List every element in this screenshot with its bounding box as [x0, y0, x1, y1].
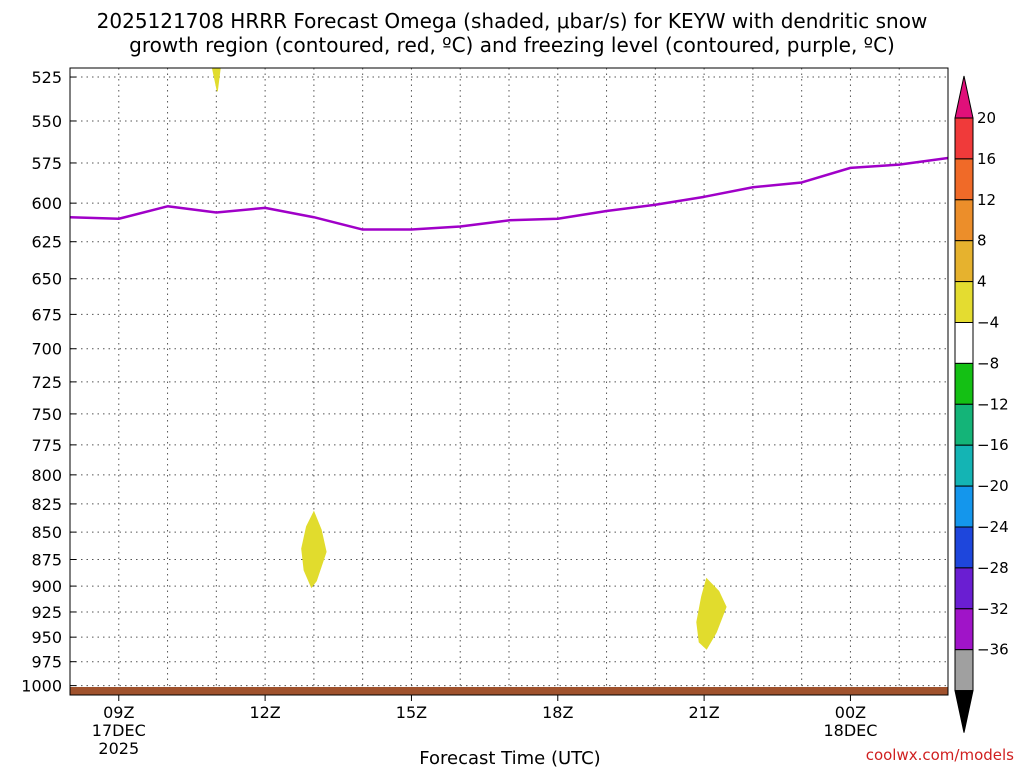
colorbar-label: −12: [977, 395, 1009, 413]
omega-region: [301, 510, 327, 589]
omega-region: [696, 577, 727, 650]
y-tick-label: 675: [31, 305, 62, 324]
y-tick-label: 925: [31, 603, 62, 622]
colorbar-segment: [954, 281, 974, 324]
x-tick-label: 21Z: [688, 703, 719, 722]
colorbar-label: −20: [977, 477, 1009, 495]
colorbar-segment: [954, 117, 974, 160]
x-tick-date: 18DEC: [823, 721, 877, 740]
x-tick-year: 2025: [98, 739, 139, 758]
y-tick-label: 775: [31, 436, 62, 455]
x-tick-date: 17DEC: [92, 721, 146, 740]
y-tick-label: 600: [31, 194, 62, 213]
x-tick-label: 09Z: [103, 703, 134, 722]
y-tick-label: 825: [31, 495, 62, 514]
y-tick-label: 700: [31, 340, 62, 359]
colorbar-segment: [954, 526, 974, 569]
colorbar-segment: [954, 240, 974, 283]
colorbar-bottom-arrow: [954, 690, 974, 733]
colorbar-segment: [954, 567, 974, 610]
y-tick-label: 550: [31, 112, 62, 131]
colorbar-segment: [954, 649, 974, 692]
y-tick-label: 625: [31, 233, 62, 252]
x-tick-label: 12Z: [249, 703, 280, 722]
x-tick-label: 00Z: [835, 703, 866, 722]
y-tick-label: 750: [31, 405, 62, 424]
y-tick-label: 850: [31, 523, 62, 542]
y-tick-label: 650: [31, 270, 62, 289]
terrain-strip: [70, 687, 948, 695]
colorbar-segment: [954, 158, 974, 201]
y-tick-label: 1000: [21, 677, 62, 696]
colorbar-label: −36: [977, 641, 1009, 659]
y-tick-label: 800: [31, 466, 62, 485]
colorbar-label: −24: [977, 518, 1009, 536]
x-tick-label: 15Z: [396, 703, 427, 722]
colorbar-label: 12: [977, 191, 996, 209]
plot-area: [69, 67, 949, 696]
y-tick-label: 975: [31, 653, 62, 672]
colorbar-label: −16: [977, 436, 1009, 454]
freezing-level-line: [69, 156, 949, 231]
chart-title-line1: 2025121708 HRRR Forecast Omega (shaded, …: [97, 9, 928, 33]
y-tick-label: 875: [31, 550, 62, 569]
colorbar-label: −28: [977, 559, 1009, 577]
colorbar-segment: [954, 362, 974, 405]
colorbar-label: 4: [977, 273, 987, 291]
colorbar-label: −4: [977, 314, 999, 332]
y-axis: 525 550 575 600 625 650 675 700 725 750 775 800 825 8…: [21, 68, 76, 696]
colorbar-segment: [954, 199, 974, 242]
x-axis-label: Forecast Time (UTC): [419, 748, 600, 768]
colorbar-segment: [954, 322, 974, 364]
colorbar-label: 20: [977, 109, 996, 127]
colorbar-top-arrow: [954, 75, 974, 119]
colorbar-label: 16: [977, 150, 996, 168]
y-tick-label: 950: [31, 628, 62, 647]
y-tick-label: 725: [31, 373, 62, 392]
colorbar-segment: [954, 608, 974, 651]
y-tick-label: 900: [31, 577, 62, 596]
credit-text: coolwx.com/models: [866, 746, 1014, 764]
colorbar: 20 16 12 8 4 −4 −8 −12 −16 −20 −24 −28 −32 −36: [954, 75, 1009, 733]
chart-title-line2: growth region (contoured, red, ºC) and f…: [129, 33, 895, 57]
colorbar-label: −32: [977, 600, 1009, 618]
y-tick-label: 525: [31, 68, 62, 87]
x-tick-label: 18Z: [542, 703, 573, 722]
colorbar-segment: [954, 444, 974, 487]
colorbar-label: −8: [977, 354, 999, 372]
colorbar-segment: [954, 485, 974, 528]
colorbar-segment: [954, 403, 974, 446]
colorbar-label: 8: [977, 232, 987, 250]
y-tick-label: 575: [31, 154, 62, 173]
